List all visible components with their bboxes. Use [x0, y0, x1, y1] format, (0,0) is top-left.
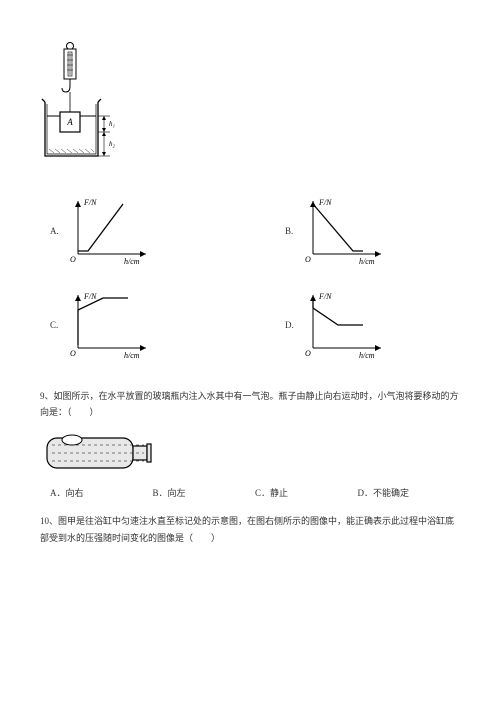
q10-text: 10、图甲是往浴缸中匀速注水直至标记处的示意图，在图右侧所示的图像中，能正确表示…: [40, 513, 460, 545]
chart-cell-C: C. F/N h/cm O: [50, 290, 215, 360]
chart-C-line: [78, 298, 128, 345]
q9-option-A: A．向右: [50, 486, 153, 499]
charts-grid: A. F/N h/cm O B. F/N h/cm O C.: [40, 196, 460, 360]
q9-option-C: C．静止: [255, 486, 358, 499]
svg-text:O: O: [70, 255, 76, 264]
svg-text:O: O: [305, 255, 311, 264]
chart-B-svg: F/N h/cm O: [303, 196, 393, 266]
svg-text:h₂: h₂: [109, 140, 116, 148]
svg-text:h/cm: h/cm: [124, 351, 140, 360]
spring-scale-beaker-figure: A h₁ h₂: [40, 40, 460, 168]
svg-text:O: O: [305, 349, 311, 358]
svg-text:F/N: F/N: [83, 198, 97, 207]
chart-cell-D: D. F/N h/cm O: [285, 290, 450, 360]
chart-C-label: C.: [50, 320, 68, 330]
q9-options: A．向右 B．向左 C．静止 D．不能确定: [50, 486, 460, 499]
chart-C-svg: F/N h/cm O: [68, 290, 158, 360]
chart-A-svg: F/N h/cm O: [68, 196, 158, 266]
bottle-svg: [44, 430, 154, 476]
chart-D-label: D.: [285, 320, 303, 330]
chart-A-label: A.: [50, 226, 68, 236]
svg-text:h₁: h₁: [109, 120, 115, 128]
svg-text:F/N: F/N: [83, 292, 97, 301]
svg-text:F/N: F/N: [318, 292, 332, 301]
q9-option-D: D．不能确定: [358, 486, 461, 499]
svg-text:A: A: [66, 117, 73, 127]
svg-text:h/cm: h/cm: [359, 351, 375, 360]
chart-cell-A: A. F/N h/cm O: [50, 196, 215, 266]
svg-text:h/cm: h/cm: [124, 257, 140, 266]
chart-D-line: [313, 298, 363, 325]
beaker-diagram-svg: A h₁ h₂: [40, 40, 130, 168]
chart-cell-B: B. F/N h/cm O: [285, 196, 450, 266]
chart-B-label: B.: [285, 226, 303, 236]
svg-text:F/N: F/N: [318, 198, 332, 207]
chart-B-line: [313, 204, 363, 251]
chart-D-svg: F/N h/cm O: [303, 290, 393, 360]
svg-text:h/cm: h/cm: [359, 257, 375, 266]
q9-text: 9、如图所示，在水平放置的玻璃瓶内注入水其中有一气泡。瓶子由静止向右运动时，小气…: [40, 388, 460, 420]
chart-A-line: [78, 204, 123, 251]
bottle-figure: [44, 430, 460, 476]
q9-option-B: B．向左: [153, 486, 256, 499]
svg-text:O: O: [70, 349, 76, 358]
